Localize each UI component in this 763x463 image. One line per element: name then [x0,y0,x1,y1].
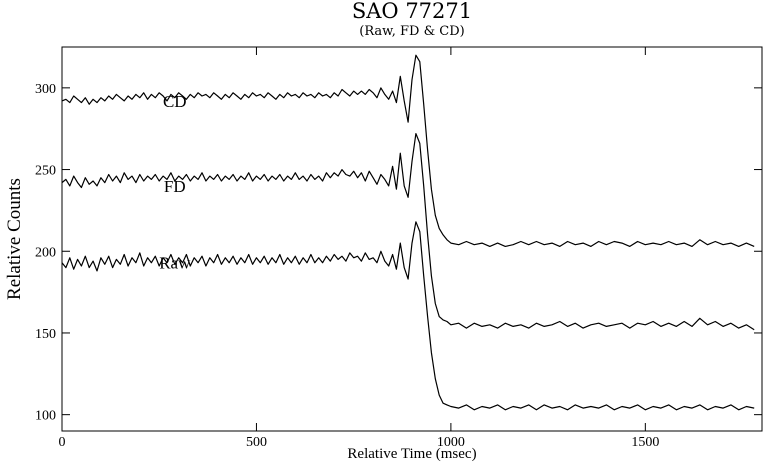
y-axis-label: Relative Counts [4,178,25,300]
series-line-raw [61,221,755,411]
x-tick-label: 500 [246,435,267,450]
x-tick-label: 1000 [437,435,465,450]
y-tick-label: 250 [35,164,56,179]
y-tick-label: 200 [35,245,56,260]
series-label-raw: Raw [159,254,191,273]
series-label-fd: FD [164,177,186,196]
axis-ticks: 0 500 1000 1500 100 150 200 250 300 [35,47,762,450]
series-line-fd [61,133,755,331]
series-labels: CD FD Raw [159,92,191,273]
series-label-cd: CD [163,92,187,111]
x-tick-label: 0 [59,435,66,450]
series-line-cd [61,54,755,247]
series-lines [61,54,755,411]
x-tick-label: 1500 [631,435,659,450]
y-tick-label: 300 [35,82,56,97]
y-tick-label: 100 [35,409,56,424]
y-tick-label: 150 [35,327,56,342]
chart-title: SAO 77271 [352,0,472,23]
x-axis-label: Relative Time (msec) [347,446,476,462]
chart-subtitle: (Raw, FD & CD) [359,24,464,39]
plot-frame [61,46,763,432]
